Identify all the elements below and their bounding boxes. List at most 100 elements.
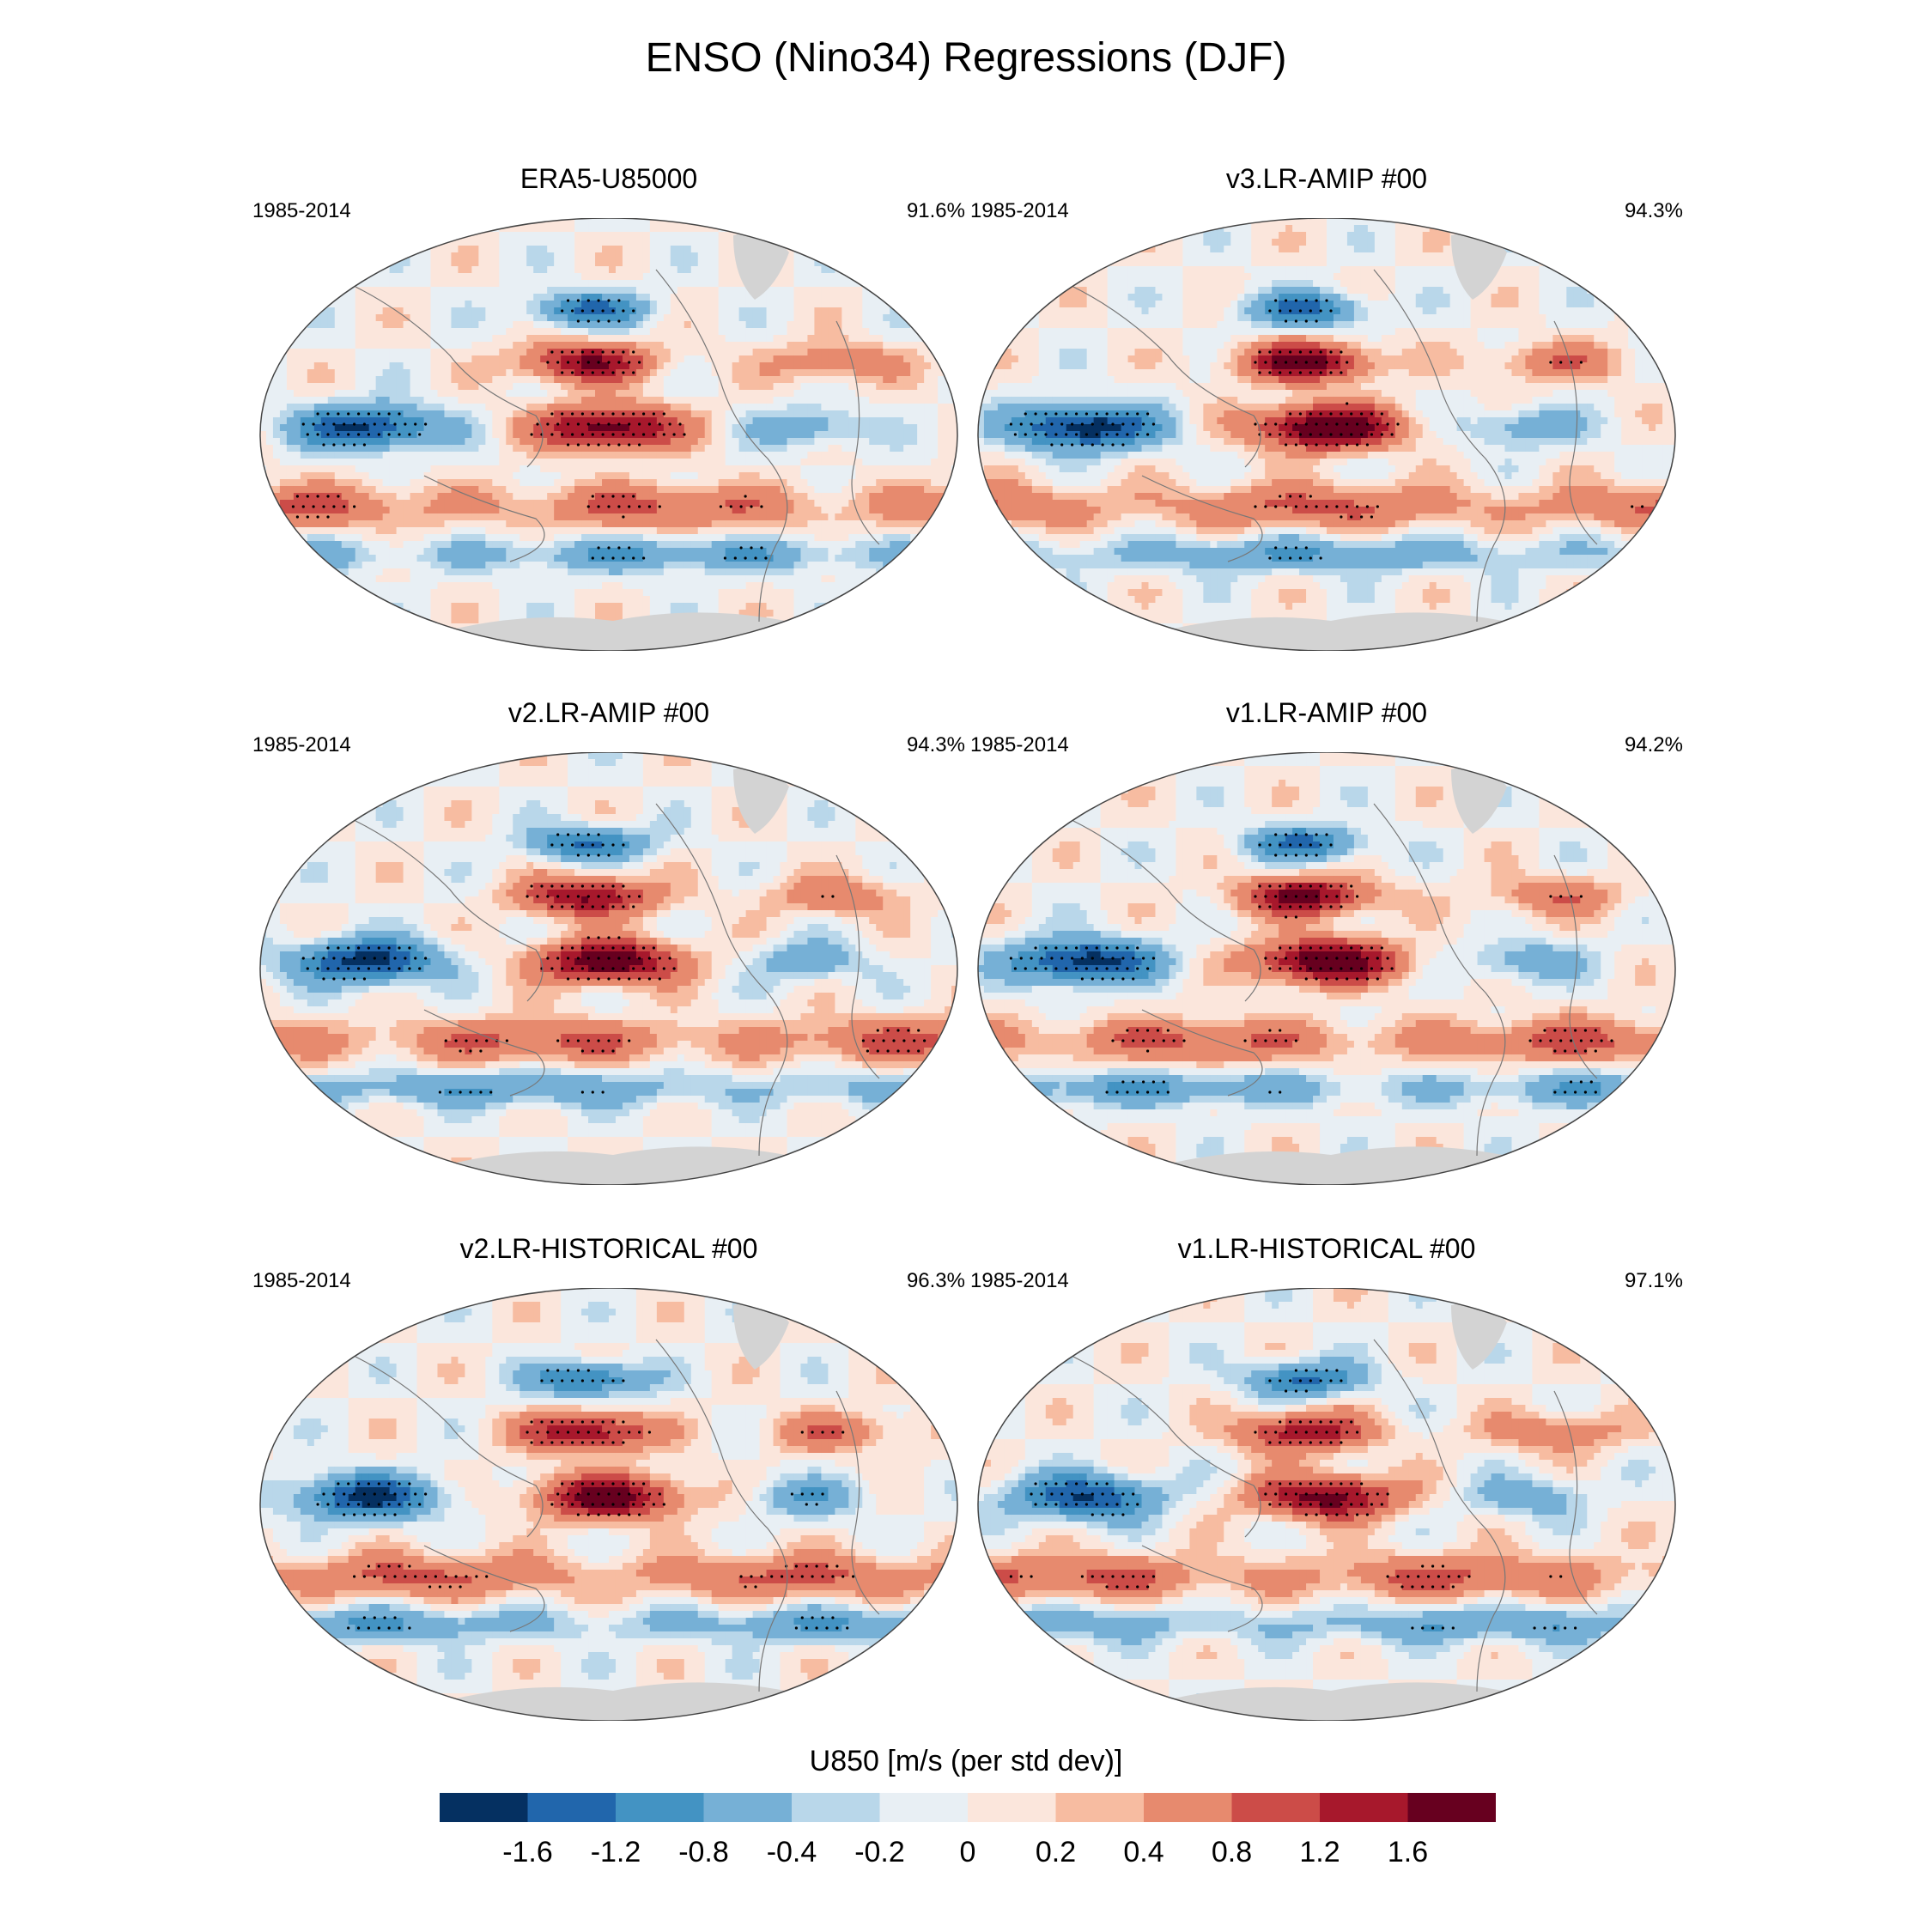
field-cell [841,596,849,604]
field-cell [917,445,925,453]
field-cell [561,301,568,308]
field-cell [355,472,363,480]
field-cell [938,486,945,494]
field-cell [533,445,541,453]
field-cell [574,301,582,308]
field-cell [890,390,897,398]
field-cell [841,369,849,377]
field-cell [642,424,651,432]
field-cell [635,225,644,233]
field-cell [787,252,795,260]
field-cell [423,259,432,267]
field-cell [704,445,713,453]
field-cell [615,520,623,528]
field-cell [848,369,856,377]
field-cell [725,266,733,274]
field-cell [423,555,432,562]
field-cell [519,445,527,453]
field-cell [677,459,685,466]
field-cell [554,541,562,549]
field-cell [841,301,849,308]
field-cell [752,410,761,418]
field-cell [478,301,486,308]
field-cell [862,438,870,446]
field-cell [327,500,336,507]
field-cell [602,369,610,377]
field-cell [690,575,699,583]
field-cell [738,410,747,418]
field-cell [828,582,835,590]
field-cell [506,376,513,384]
field-cell [554,246,562,253]
field-cell [416,541,425,549]
field-cell [526,390,534,398]
field-cell [341,314,349,322]
field-cell [663,520,671,528]
field-cell [732,397,740,404]
field-cell [568,252,575,260]
field-cell [561,603,568,611]
field-cell [458,239,465,246]
field-cell [609,294,617,301]
field-cell [793,349,802,356]
field-cell [683,294,692,301]
field-cell [506,424,513,432]
field-cell [814,459,822,466]
field-cell [300,404,308,411]
field-cell [828,383,835,391]
field-cell [499,500,507,507]
field-cell [320,459,329,466]
field-cell [615,410,623,418]
field-cell [382,273,391,281]
field-cell [519,431,527,439]
field-cell [773,500,781,507]
field-cell [471,603,479,611]
field-cell [629,232,637,240]
field-cell [533,568,541,576]
field-cell [766,397,775,404]
field-cell [506,328,513,336]
field-cell [574,575,582,583]
field-cell [588,534,596,542]
field-cell [389,301,398,308]
field-cell [677,287,685,295]
field-cell [588,232,596,240]
field-cell [766,534,775,542]
field-cell [800,417,809,425]
field-cell [341,513,349,521]
field-cell [355,479,363,487]
field-cell [807,294,816,301]
field-cell [561,218,568,226]
field-cell [677,280,685,288]
field-cell [656,383,665,391]
field-cell [341,383,349,391]
field-cell [300,342,308,349]
field-cell [656,424,665,432]
field-cell [437,390,446,398]
field-cell [588,417,596,425]
field-cell [787,465,795,473]
field-cell [492,232,500,240]
field-cell [602,349,610,356]
field-cell [704,548,713,556]
field-cell [485,527,493,535]
field-cell [492,287,500,295]
field-cell [670,562,678,569]
field-cell [745,589,754,597]
field-cell [752,589,761,597]
field-cell [465,280,472,288]
field-cell [561,465,568,473]
field-cell [478,287,486,295]
field-cell [444,273,453,281]
field-cell [745,534,754,542]
field-cell [526,459,534,466]
field-cell [437,294,446,301]
field-cell [848,424,856,432]
field-cell [629,452,637,459]
field-cell [615,527,623,535]
field-cell [389,513,398,521]
field-cell [725,541,733,549]
field-cell [876,479,884,487]
field-cell [478,445,486,453]
field-cell [697,555,706,562]
